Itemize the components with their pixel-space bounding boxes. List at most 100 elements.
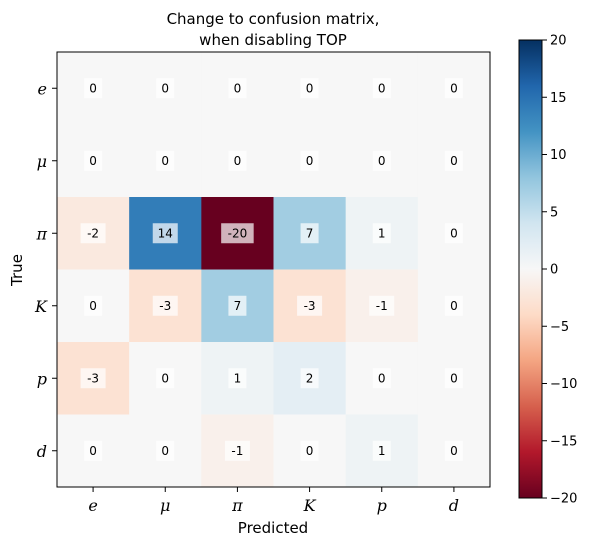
plot-frame — [56, 51, 491, 488]
cell-value-label: -3 — [304, 299, 316, 313]
cell-label-bg — [84, 150, 103, 171]
cell-label-bg — [300, 440, 319, 461]
cell-value-label: 0 — [161, 154, 169, 168]
chart-title: Change to confusion matrix, when disabli… — [167, 10, 380, 49]
colorbar-tick-label: 15 — [550, 91, 567, 106]
cell-value-label: 2 — [306, 371, 314, 385]
cell-value-label: 0 — [450, 154, 458, 168]
colorbar-tick-label: −10 — [550, 377, 577, 392]
cell-label-bg — [152, 295, 178, 316]
colorbar-tick-label: −20 — [550, 492, 577, 507]
cell-label-bg — [444, 440, 463, 461]
cell-value-label: 7 — [306, 226, 314, 240]
cell-label-bg — [80, 368, 106, 389]
cell-value-label: 0 — [89, 154, 97, 168]
cell-label-bg — [228, 78, 247, 99]
cell-label-bg — [372, 150, 391, 171]
cell-value-label: 0 — [161, 81, 169, 95]
y-tick-label: d — [37, 442, 47, 461]
x-tick-label: e — [88, 496, 97, 515]
cell-value-label: 0 — [234, 81, 242, 95]
cell-value-label: -20 — [228, 226, 248, 240]
cell-label-bg — [444, 295, 463, 316]
x-tick-label: K — [303, 496, 317, 515]
colorbar-tick-label: 5 — [550, 205, 558, 220]
cell-value-label: 1 — [234, 371, 242, 385]
cell-label-bg — [297, 295, 323, 316]
title-line-2: when disabling TOP — [199, 31, 347, 49]
cell-value-label: 7 — [234, 299, 242, 313]
cell-label-bg — [224, 440, 250, 461]
cell-label-bg — [444, 78, 463, 99]
colorbar-ticks: −20 −15 −10 −5 0 5 10 15 20 — [542, 34, 577, 507]
cell-label-bg — [300, 223, 319, 244]
cell-value-label: 0 — [161, 444, 169, 458]
cell-label-bg — [444, 223, 463, 244]
cell-value-label: 1 — [378, 226, 386, 240]
colorbar-tick-label: 0 — [550, 263, 558, 278]
heatmap-cell-labels: 0 0 0 0 0 0 0 0 0 0 0 0 -2 14 -20 7 1 0 0 -3 7 -3 -1 0 -3 0 1 2 0 0 0 0… — [80, 78, 463, 461]
cell-value-label: 0 — [161, 371, 169, 385]
cell-value-label: 14 — [158, 226, 173, 240]
cell-value-label: -1 — [376, 299, 388, 313]
cell-label-bg — [156, 368, 175, 389]
cell-label-bg — [444, 368, 463, 389]
cell-label-bg — [156, 440, 175, 461]
cell-label-bg — [80, 223, 106, 244]
cell-label-bg — [228, 295, 247, 316]
cell-label-bg — [372, 78, 391, 99]
colorbar — [518, 39, 543, 499]
heatmap-cells — [57, 52, 491, 488]
cell-value-label: -3 — [87, 371, 99, 385]
cell-label-bg — [152, 223, 178, 244]
cell-value-label: -2 — [87, 226, 99, 240]
title-line-1: Change to confusion matrix, — [167, 10, 380, 28]
cell-label-bg — [84, 295, 103, 316]
cell-label-bg — [156, 78, 175, 99]
colorbar-tick-label: −15 — [550, 434, 577, 449]
cell-value-label: 0 — [450, 444, 458, 458]
x-tick-label: μ — [160, 496, 170, 515]
cell-value-label: 0 — [89, 444, 97, 458]
cell-value-label: 1 — [378, 444, 386, 458]
cell-label-bg — [84, 440, 103, 461]
cell-label-bg — [156, 150, 175, 171]
x-tick-label: p — [377, 496, 387, 515]
cell-value-label: 0 — [450, 299, 458, 313]
cell-label-bg — [369, 295, 395, 316]
y-tick-label: p — [37, 369, 47, 388]
cell-value-label: 0 — [450, 81, 458, 95]
colorbar-tick-label: 10 — [550, 148, 567, 163]
cell-label-bg — [300, 78, 319, 99]
cell-label-bg — [372, 440, 391, 461]
y-axis-ticks: e μ π Kp d — [34, 79, 57, 461]
cell-value-label: -1 — [231, 444, 243, 458]
cell-value-label: -3 — [159, 299, 171, 313]
y-tick-label: μ — [37, 152, 47, 171]
cell-label-bg — [372, 368, 391, 389]
x-axis-label: Predicted — [238, 519, 308, 537]
cell-label-bg — [300, 368, 319, 389]
y-tick-label: K — [34, 297, 48, 316]
cell-label-bg — [300, 150, 319, 171]
cell-value-label: 0 — [450, 226, 458, 240]
cell-label-bg — [221, 223, 254, 244]
y-tick-label: e — [38, 79, 47, 98]
x-tick-label: d — [449, 496, 459, 515]
cell-value-label: 0 — [89, 299, 97, 313]
cell-label-bg — [228, 150, 247, 171]
cell-label-bg — [84, 78, 103, 99]
cell-value-label: 0 — [378, 154, 386, 168]
cell-value-label: 0 — [306, 81, 314, 95]
cell-value-label: 0 — [378, 371, 386, 385]
colorbar-tick-label: −5 — [550, 320, 569, 335]
cell-value-label: 0 — [306, 444, 314, 458]
y-axis-label: True — [8, 254, 26, 287]
y-tick-label: π — [35, 224, 47, 243]
cell-label-bg — [228, 368, 247, 389]
cell-label-bg — [372, 223, 391, 244]
cell-value-label: 0 — [234, 154, 242, 168]
cell-value-label: 0 — [378, 81, 386, 95]
